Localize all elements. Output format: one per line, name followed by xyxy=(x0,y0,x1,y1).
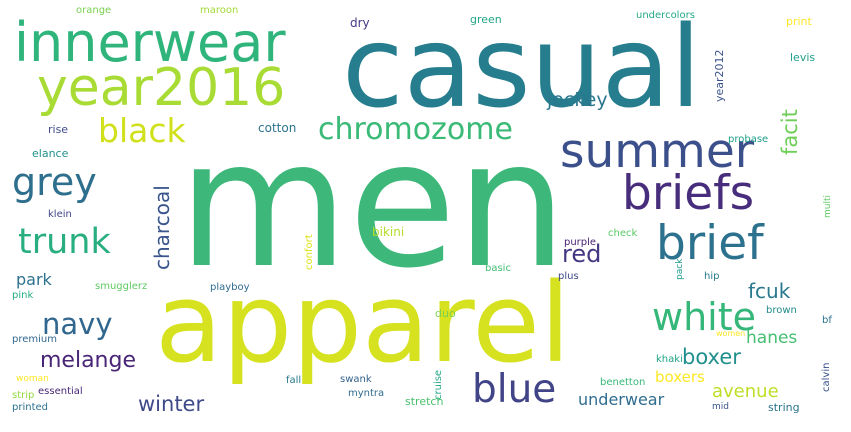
cloud-word: white xyxy=(652,295,756,339)
cloud-word: pink xyxy=(12,290,34,301)
cloud-word: cotton xyxy=(258,121,297,135)
cloud-word: year2012 xyxy=(713,49,726,102)
cloud-word: chromozome xyxy=(318,112,513,147)
cloud-word: innerwear xyxy=(14,11,286,74)
cloud-word: dry xyxy=(350,16,370,30)
cloud-word: briefs xyxy=(622,166,755,221)
cloud-word: orange xyxy=(76,5,112,16)
cloud-word: summer xyxy=(560,124,755,179)
cloud-word: men xyxy=(178,104,568,307)
cloud-word: navy xyxy=(42,307,113,341)
cloud-word: myntra xyxy=(348,388,385,399)
cloud-word: black xyxy=(98,111,186,150)
cloud-word: confort xyxy=(304,234,315,270)
cloud-word: bf xyxy=(822,315,832,326)
cloud-word: klein xyxy=(48,209,72,220)
cloud-word: strip xyxy=(12,390,35,401)
cloud-word: playboy xyxy=(210,282,250,293)
cloud-word: fcuk xyxy=(748,279,791,303)
cloud-word: undercolors xyxy=(636,10,695,21)
cloud-word: check xyxy=(608,228,638,239)
cloud-word: charcoal xyxy=(150,185,174,270)
cloud-word: khaki xyxy=(656,354,683,365)
cloud-word: trunk xyxy=(18,222,111,262)
cloud-word: purple xyxy=(564,237,597,248)
cloud-word: probase xyxy=(728,134,769,145)
cloud-word: woman xyxy=(16,374,49,384)
cloud-word: pack xyxy=(675,258,685,280)
cloud-word: calvin xyxy=(821,362,832,392)
cloud-word: print xyxy=(786,15,812,28)
cloud-word: blue xyxy=(472,367,557,412)
cloud-word: boxer xyxy=(682,345,741,369)
cloud-word: multi xyxy=(823,194,833,218)
cloud-word: rise xyxy=(48,123,69,136)
cloud-word: hip xyxy=(704,271,720,282)
cloud-word: melange xyxy=(40,348,137,373)
cloud-word: mid xyxy=(712,402,729,412)
cloud-word: grey xyxy=(12,160,97,204)
cloud-word: underwear xyxy=(578,390,665,409)
cloud-word: women xyxy=(716,329,746,338)
cloud-word: park xyxy=(16,270,52,289)
cloud-word: swank xyxy=(340,374,372,385)
cloud-word: brief xyxy=(656,216,764,271)
cloud-word: apparel xyxy=(155,259,571,387)
cloud-word: basic xyxy=(485,263,511,274)
cloud-word: fall xyxy=(286,375,302,386)
cloud-word: boxers xyxy=(655,368,705,386)
cloud-word: jockey xyxy=(547,89,608,111)
cloud-word: elance xyxy=(32,147,69,160)
cloud-word: year2016 xyxy=(37,58,286,118)
cloud-word: winter xyxy=(138,392,205,416)
cloud-word: essential xyxy=(38,386,83,397)
cloud-word: brown xyxy=(766,305,797,316)
cloud-word: hanes xyxy=(746,328,798,348)
cloud-word: plus xyxy=(558,271,579,282)
cloud-word: green xyxy=(470,13,502,26)
cloud-word: duo xyxy=(435,307,456,320)
cloud-word: levis xyxy=(790,51,816,64)
cloud-word: stretch xyxy=(405,395,444,408)
cloud-word: maroon xyxy=(200,5,239,16)
cloud-word: benetton xyxy=(600,377,646,388)
cloud-word: facit xyxy=(778,109,802,155)
cloud-word: casual xyxy=(342,3,702,133)
cloud-word: premium xyxy=(12,334,57,345)
cloud-word: printed xyxy=(12,402,48,413)
cloud-word: bikini xyxy=(372,225,405,239)
cloud-word: smugglerz xyxy=(95,281,148,292)
cloud-word: string xyxy=(768,401,800,414)
cloud-word: red xyxy=(562,240,602,268)
cloud-word: avenue xyxy=(712,381,779,402)
